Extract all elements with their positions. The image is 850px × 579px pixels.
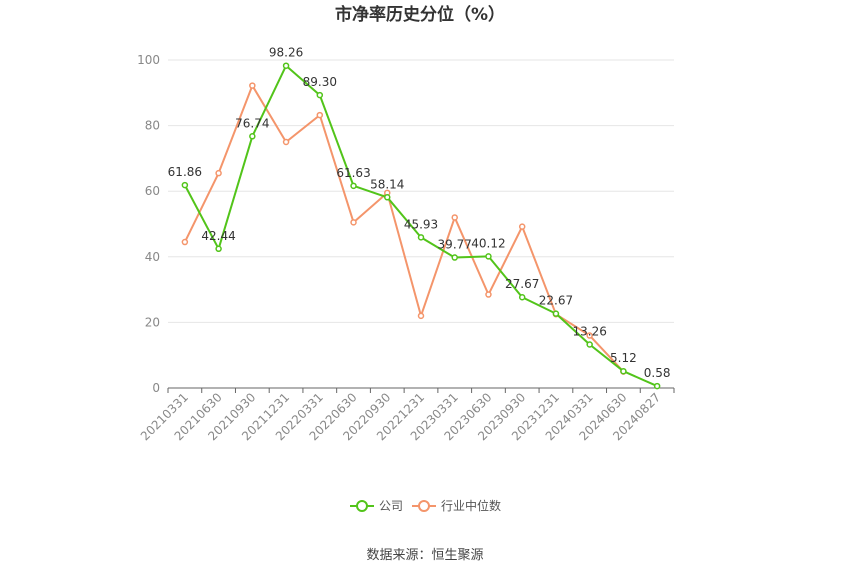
data-label: 58.14 (370, 177, 404, 191)
data-label: 22.67 (539, 294, 573, 308)
series-point-1 (518, 223, 526, 230)
series-point-0 (485, 253, 492, 260)
data-label: 5.12 (610, 351, 637, 365)
series-point-1 (451, 214, 458, 221)
series-point-0 (653, 382, 661, 390)
series-point-0 (451, 254, 458, 261)
series-point-0 (350, 182, 357, 190)
data-label: 27.67 (505, 277, 539, 291)
y-tick-label: 40 (145, 250, 160, 264)
series-point-0 (249, 133, 256, 140)
series-point-1 (417, 312, 425, 320)
data-label: 40.12 (471, 236, 505, 250)
data-label: 98.26 (269, 46, 303, 60)
y-tick-label: 100 (137, 53, 160, 67)
y-tick-label: 20 (145, 315, 160, 329)
series-point-0 (417, 234, 425, 241)
series-point-1 (282, 138, 290, 146)
legend-marker-1 (418, 500, 430, 512)
data-label: 61.63 (336, 166, 370, 180)
data-label: 0.58 (644, 366, 671, 380)
data-label: 13.26 (572, 325, 606, 339)
series-point-0 (586, 341, 593, 348)
data-label: 39.77 (438, 238, 472, 252)
y-tick-label: 0 (152, 381, 160, 395)
data-label: 61.86 (168, 165, 202, 179)
series-point-1 (350, 219, 357, 226)
data-label: 76.74 (235, 116, 269, 130)
data-label: 89.30 (303, 75, 337, 89)
source-note: 数据来源：恒生聚源 (366, 548, 483, 563)
series-point-1 (586, 332, 593, 339)
y-tick-label: 80 (145, 119, 160, 133)
data-label: 42.44 (201, 229, 235, 243)
series-point-1 (249, 82, 256, 89)
series-point-0 (316, 91, 324, 99)
series-point-1 (181, 238, 189, 246)
series-point-0 (620, 367, 627, 375)
series-point-0 (181, 181, 189, 189)
series-point-0 (384, 194, 391, 201)
legend-label-1: 行业中位数 (441, 498, 501, 513)
series-point-0 (552, 310, 560, 317)
legend-marker-0 (356, 500, 368, 512)
series-layer (181, 62, 661, 390)
series-point-0 (215, 245, 222, 253)
series-line-1 (183, 84, 625, 373)
legend: 公司 行业中位数 (350, 498, 501, 513)
legend-label-0: 公司 (379, 499, 403, 513)
grid-lines (168, 59, 674, 323)
series-point-0 (282, 62, 290, 69)
y-tick-label: 60 (145, 184, 160, 198)
series-point-0 (518, 293, 526, 301)
chart-title: 市净率历史分位（%） (335, 4, 505, 25)
series-point-1 (316, 111, 324, 119)
series-point-1 (485, 291, 492, 298)
data-label: 45.93 (404, 217, 438, 231)
series-point-1 (215, 169, 222, 177)
